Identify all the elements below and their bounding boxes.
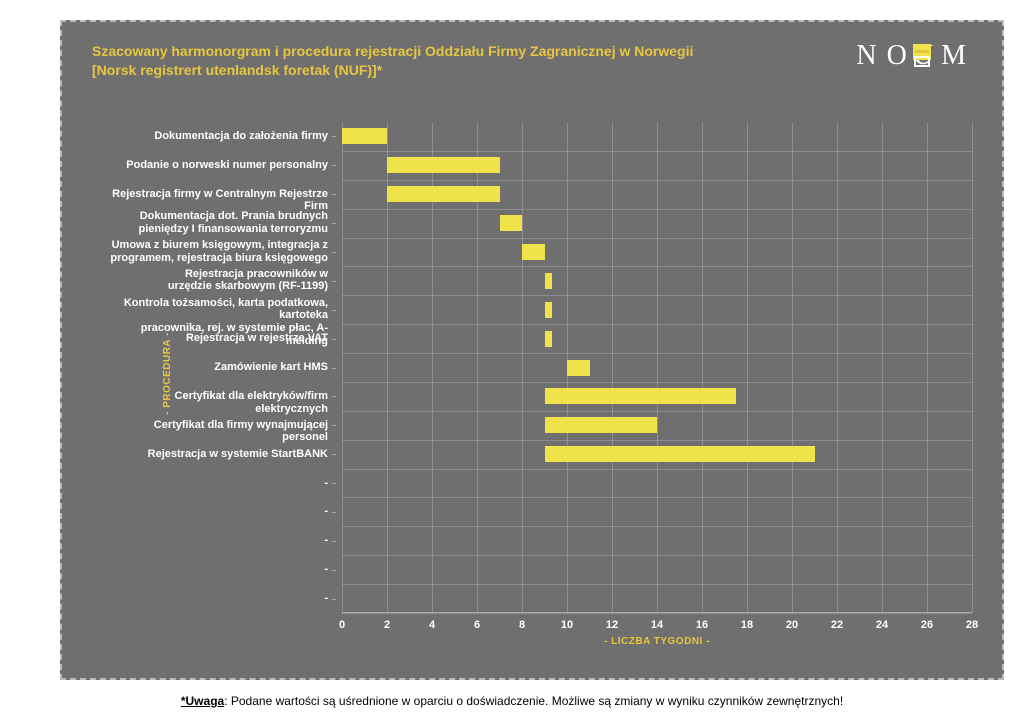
x-tick-label: 26 [921,619,933,631]
gantt-bar [522,244,545,260]
x-tick-label: 6 [474,619,480,631]
gantt-bar [500,215,523,231]
x-tick-label: 12 [606,619,618,631]
x-tick-label: 24 [876,619,888,631]
gantt-bar [342,128,387,144]
x-tick-label: 18 [741,619,753,631]
footnote-underline: *Uwaga [181,694,224,708]
y-category-label: Dokumentacja dot. Prania brudnychpienięd… [110,210,328,235]
chart-frame: Szacowany harmonorgram i procedura rejes… [60,20,1004,680]
footnote-text: : Podane wartości są uśrednione w oparci… [224,694,843,708]
plot-area: - PROCEDURA - - LICZBA TYGODNI - Dokumen… [342,122,972,613]
y-category-label: - [110,592,328,605]
chart-title: Szacowany harmonorgram i procedura rejes… [92,42,693,80]
y-category-label: Certyfikat dla firmy wynajmującej person… [110,419,328,444]
gantt-bar [545,446,815,462]
gantt-bar [545,273,553,289]
title-line-1: Szacowany harmonorgram i procedura rejes… [92,43,693,59]
x-tick-label: 10 [561,619,573,631]
gantt-bar [387,186,500,202]
x-tick-label: 4 [429,619,435,631]
gantt-bar [545,302,553,318]
y-category-label: - [110,534,328,547]
y-category-label: Rejestracja w systemie StartBANK [110,448,328,461]
gantt-bar [545,331,553,347]
gantt-bar [387,157,500,173]
x-tick-label: 2 [384,619,390,631]
x-tick-label: 22 [831,619,843,631]
x-axis-baseline [342,612,972,614]
y-category-label: - [110,477,328,490]
x-tick-label: 28 [966,619,978,631]
y-category-label: Dokumentacja do założenia firmy [110,130,328,143]
y-category-label: Certyfikat dla elektryków/firm elektrycz… [110,390,328,415]
y-category-label: - [110,505,328,518]
x-tick-label: 14 [651,619,663,631]
x-tick-label: 0 [339,619,345,631]
gantt-bar [545,388,736,404]
footnote: *Uwaga: Podane wartości są uśrednione w … [0,694,1024,708]
x-axis-title: - LICZBA TYGODNI - [342,636,972,647]
x-tick-label: 16 [696,619,708,631]
gantt-bar [567,360,590,376]
y-category-label: Umowa z biurem księgowym, integracja zpr… [110,239,328,264]
novum-logo: NOUM [856,40,972,72]
y-labels: Dokumentacja do założenia firmy Podanie o… [110,122,336,613]
gantt-bar [545,417,658,433]
y-category-label: Zamówienie kart HMS [110,361,328,374]
y-category-label: Podanie o norweski numer personalny [110,159,328,172]
y-category-label: Rejestracja pracowników wurzędzie skarbo… [110,268,328,293]
x-tick-label: 8 [519,619,525,631]
title-line-2: [Norsk registrert utenlandsk foretak (NU… [92,62,382,78]
y-category-label: - [110,563,328,576]
x-tick-label: 20 [786,619,798,631]
y-category-label: Rejestracja w rejestrze VAT [110,332,328,345]
